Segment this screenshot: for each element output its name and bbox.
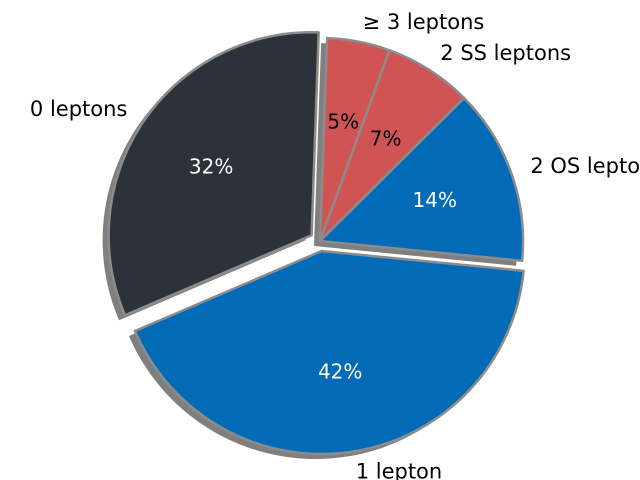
category-label-2-os-leptons: 2 OS leptons (530, 154, 640, 178)
pie-slice-2-os-leptons (318, 96, 525, 263)
percent-labels: 32% 42% 14% 7% 5% (189, 109, 457, 383)
category-label-2-ss-leptons: 2 SS leptons (440, 41, 571, 65)
pie-slices (107, 31, 525, 456)
category-labels: 0 leptons 1 lepton 2 OS leptons 2 SS lepton… (30, 10, 640, 480)
percent-label-1-lepton: 42% (318, 359, 362, 383)
pie-slice-0-leptons (107, 31, 320, 317)
category-label-0-leptons: 0 leptons (30, 97, 127, 121)
pie-slice-3-leptons (318, 36, 391, 243)
percent-label-2-os-leptons: 14% (413, 188, 457, 212)
category-label-3-leptons: ≥ 3 leptons (363, 10, 485, 34)
percent-label-0-leptons: 32% (189, 154, 233, 178)
percent-label-2-ss-leptons: 7% (370, 126, 402, 150)
pie-slice-1-lepton (133, 249, 525, 456)
percent-label-3-leptons: 5% (327, 109, 359, 133)
category-label-1-lepton: 1 lepton (356, 460, 443, 480)
